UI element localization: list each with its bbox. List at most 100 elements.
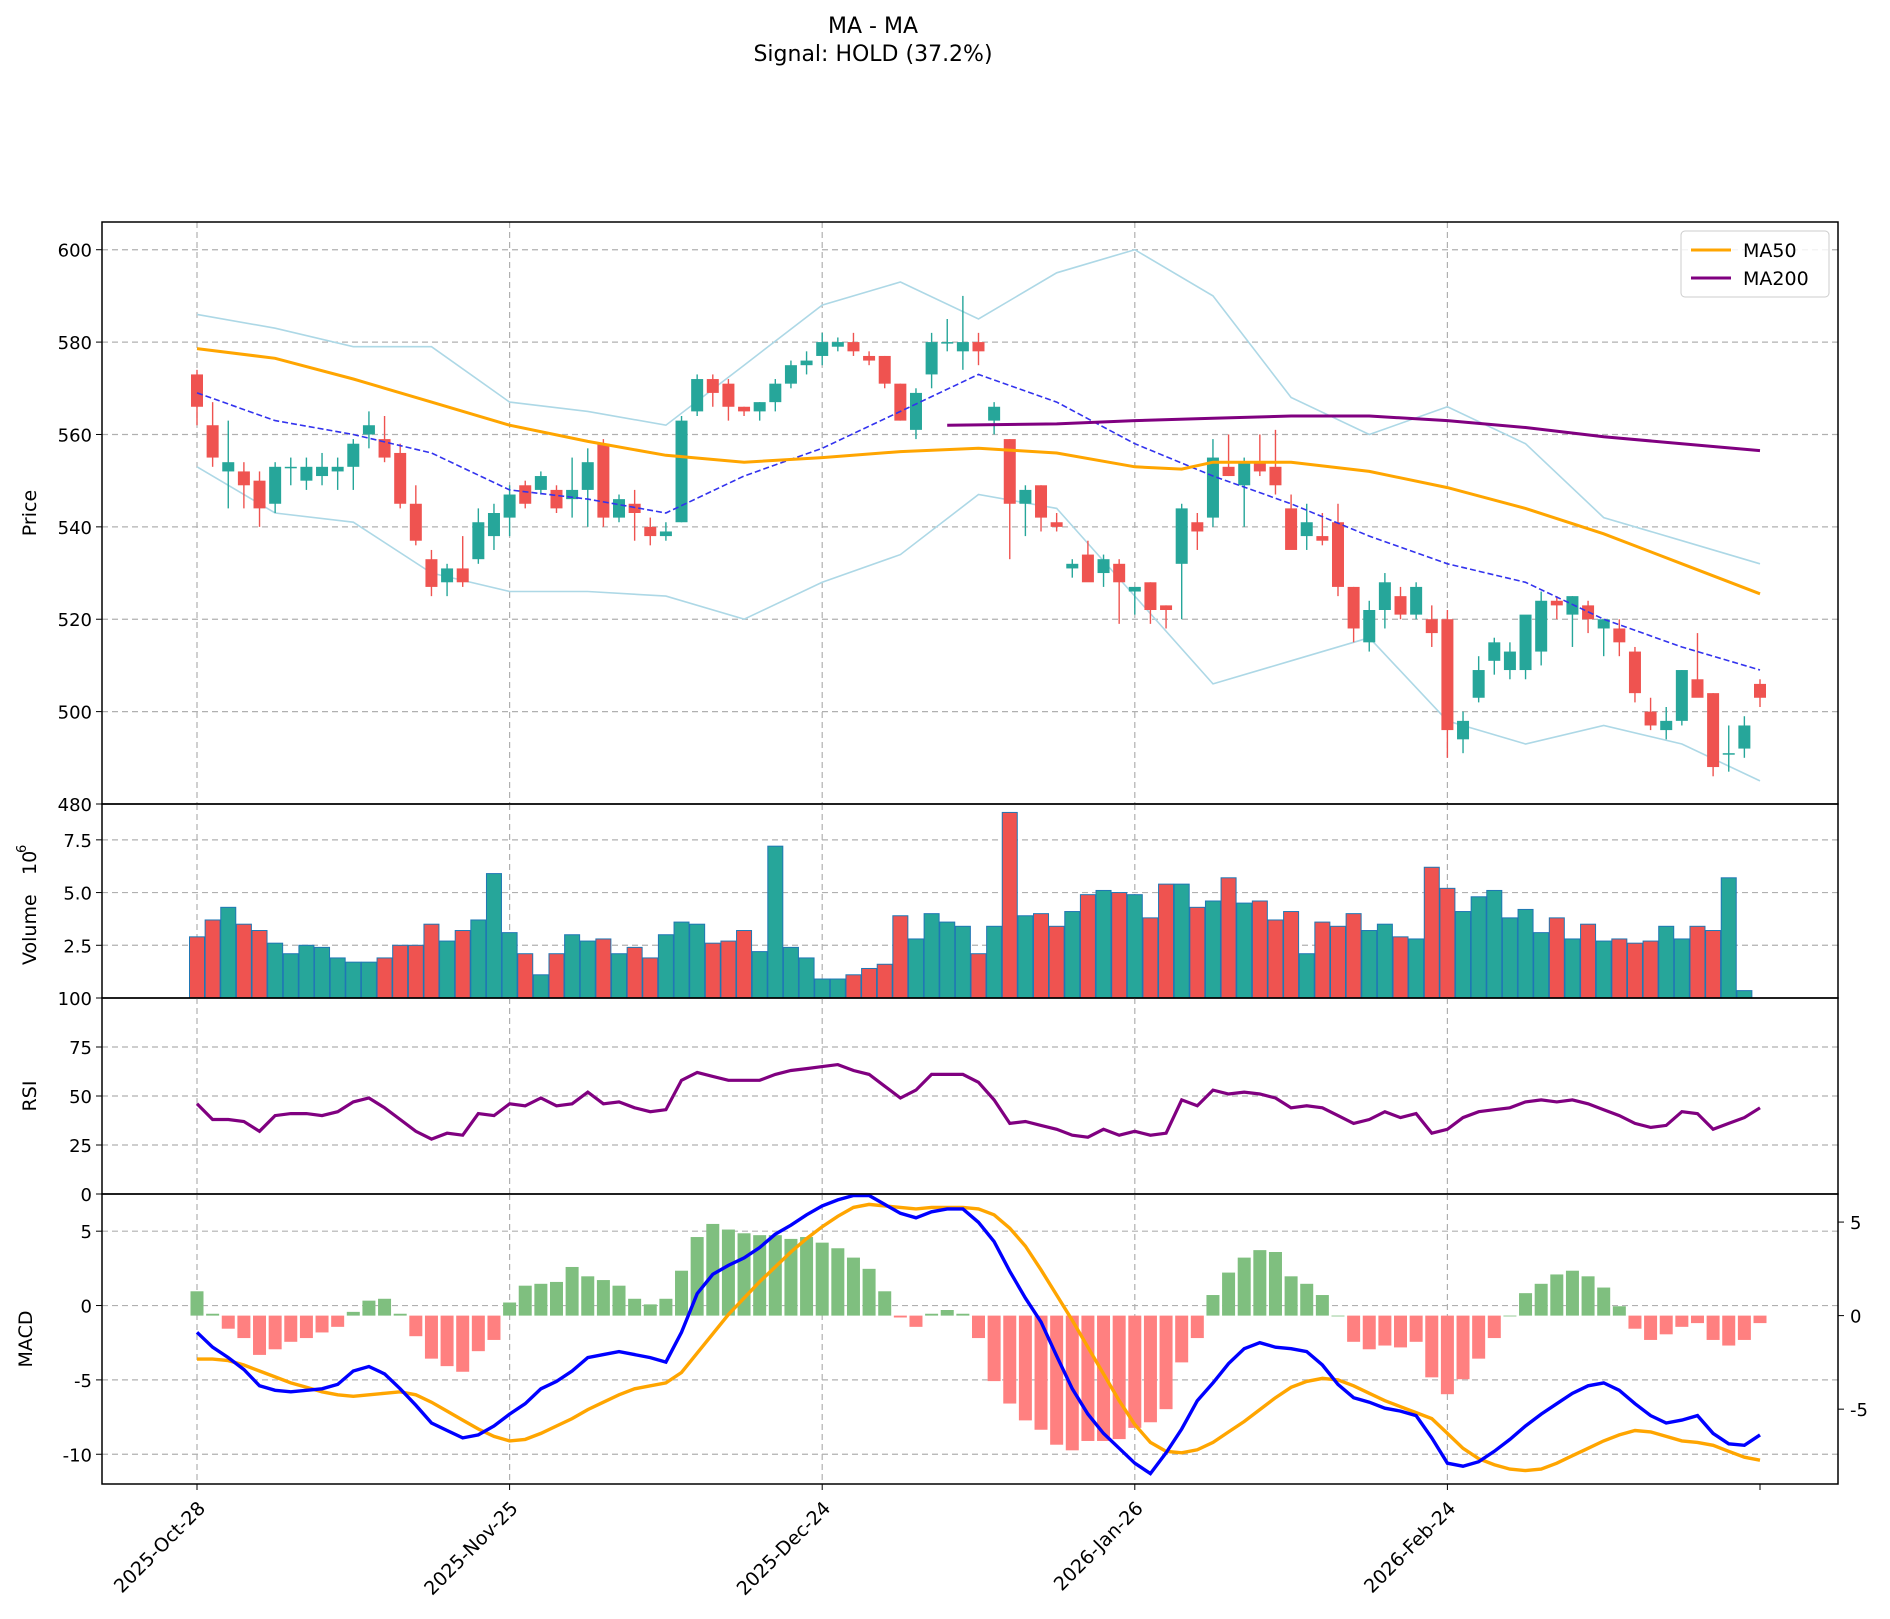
volume-bar (267, 942, 284, 999)
macd-y-tick-label: 0 (81, 1297, 92, 1318)
rsi-y-tick-label: 50 (69, 1087, 92, 1108)
macd-histogram-bar (1409, 1315, 1423, 1342)
candle-body (1519, 614, 1532, 671)
volume-bar (1533, 932, 1550, 999)
volume-bar (954, 925, 971, 999)
candle-body (847, 342, 860, 352)
candle-body (1206, 457, 1219, 518)
histogram-right-y-tick-label: 5 (1850, 1213, 1861, 1234)
volume-bar (298, 944, 315, 999)
volume-bar (282, 953, 299, 999)
volume-bar (407, 944, 424, 999)
macd-histogram-bar (1112, 1315, 1126, 1440)
candle-body (644, 526, 657, 537)
volume-bar (345, 961, 362, 999)
candle-body (1003, 439, 1016, 504)
price-y-tick-label: 580 (58, 333, 92, 354)
macd-histogram-bar (1675, 1315, 1689, 1327)
volume-bar (1142, 917, 1159, 999)
chart-title-line2: Signal: HOLD (37.2%) (753, 42, 992, 67)
volume-bar (1423, 866, 1440, 999)
volume-bar (1236, 902, 1253, 999)
candle-body (550, 489, 563, 509)
candle-body (1628, 651, 1641, 694)
volume-bar (782, 946, 799, 999)
x-tick-label: 2025-Oct-28 (110, 1497, 210, 1597)
volume-bar (189, 936, 205, 999)
volume-bar (314, 946, 331, 999)
candle-body (1066, 563, 1079, 569)
volume-bar (1486, 889, 1503, 999)
macd-panel-frame (101, 1193, 1839, 1485)
candle-body (1222, 466, 1235, 477)
macd-histogram-bar (1690, 1315, 1704, 1324)
price-panel-frame (101, 221, 1839, 805)
volume-y-axis-label: Volume (19, 894, 41, 965)
candle-body (1707, 693, 1720, 768)
volume-bar (1705, 930, 1722, 999)
volume-bar (423, 923, 440, 999)
candle-body (503, 494, 516, 518)
volume-bar (1314, 921, 1331, 999)
candle-body (581, 462, 594, 490)
volume-bar (1689, 925, 1706, 999)
macd-histogram-bar (1534, 1283, 1548, 1316)
candle-body (269, 466, 282, 504)
macd-histogram-bar (565, 1266, 579, 1316)
rsi-y-tick-label: 75 (69, 1038, 92, 1059)
x-tick-label: 2025-Dec-24 (733, 1497, 836, 1600)
macd-histogram-bar (643, 1304, 657, 1316)
macd-histogram-bar (909, 1315, 923, 1327)
volume-bar (829, 978, 846, 999)
volume-bar (1033, 913, 1050, 999)
candle-body (1253, 462, 1266, 472)
macd-histogram-bar (675, 1270, 689, 1316)
ma200-line (947, 414, 1761, 453)
candle-body (800, 360, 813, 366)
candle-body (1081, 554, 1094, 583)
candle-body (1019, 489, 1032, 504)
candle-body (863, 355, 876, 361)
candle-body (613, 499, 626, 518)
macd-histogram-bar (503, 1302, 517, 1316)
volume-bar (720, 940, 737, 999)
volume-bar (1564, 938, 1581, 999)
macd-histogram-bar (331, 1315, 345, 1327)
volume-bar (360, 961, 377, 999)
candle-body (1160, 605, 1173, 610)
candle-body (425, 559, 438, 587)
macd-histogram-bar (206, 1313, 220, 1316)
candle-body (878, 355, 891, 384)
candle-body (894, 383, 907, 421)
histogram-right-y-tick-label: 0 (1850, 1307, 1861, 1328)
legend-box (1680, 230, 1830, 298)
macd-histogram-bar (1003, 1315, 1017, 1404)
volume-bar (329, 957, 346, 999)
candle-body (722, 383, 735, 407)
volume-bar (1220, 877, 1237, 999)
macd-histogram-bar (1034, 1315, 1048, 1430)
candle-body (456, 568, 469, 583)
candle-body (1269, 466, 1282, 486)
macd-histogram-bar (800, 1237, 814, 1316)
macd-histogram-bar (237, 1315, 251, 1339)
volume-bar (439, 940, 456, 999)
candle-body (1675, 670, 1688, 721)
volume-bar (1189, 906, 1206, 999)
volume-bar (376, 957, 393, 999)
candle-body (1535, 600, 1548, 652)
macd-histogram-bar (1581, 1276, 1595, 1316)
candle-body (534, 476, 547, 490)
candle-body (1331, 522, 1344, 587)
macd-histogram-bar (1425, 1315, 1439, 1378)
rsi-y-axis-label: RSI (19, 1081, 41, 1112)
chart-title-line1: MA - MA (828, 14, 918, 39)
x-axis: 2025-Oct-28 2025-Nov-25 2025-Dec-24 2026-Ja… (110, 1484, 1761, 1600)
candle-body (753, 402, 766, 412)
volume-bar (1517, 908, 1534, 999)
volume-bar (1658, 925, 1675, 999)
macd-histogram-bar (987, 1315, 1001, 1382)
volume-bar (970, 953, 987, 999)
macd-histogram-bar (1362, 1315, 1376, 1350)
candle-body (597, 443, 610, 518)
